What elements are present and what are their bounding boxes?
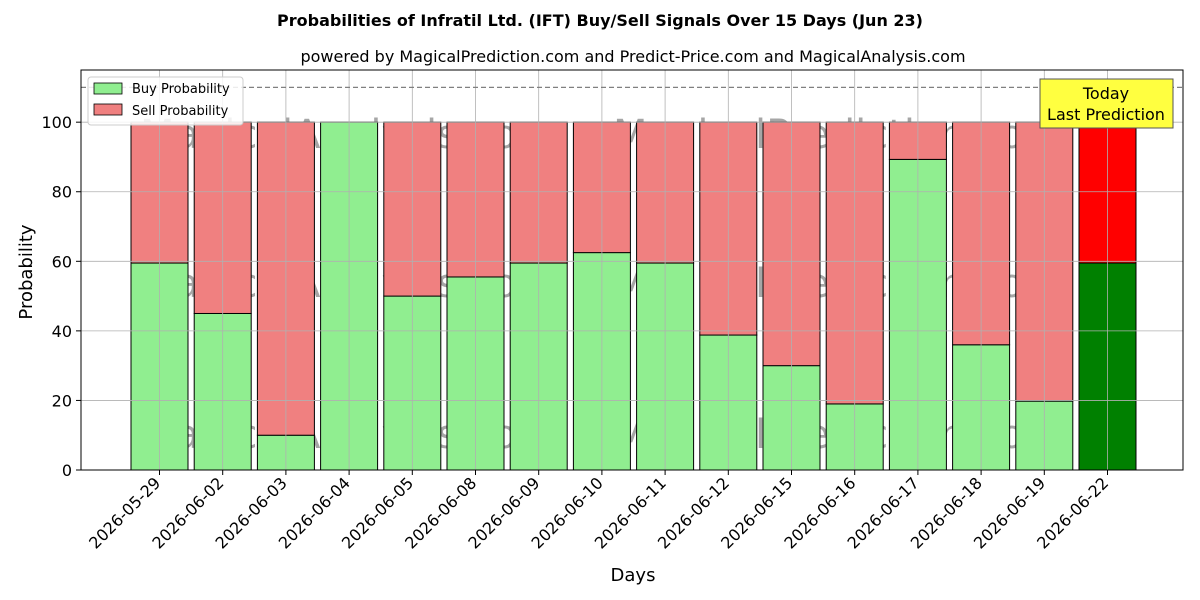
legend-buy-label: Buy Probability: [132, 82, 230, 97]
y-tick-label: 40: [52, 322, 72, 341]
x-axis-label: Days: [611, 565, 656, 586]
annotation-line-1: Today: [1082, 84, 1129, 103]
chart-title: Probabilities of Infratil Ltd. (IFT) Buy…: [277, 11, 923, 30]
y-tick-label: 20: [52, 391, 72, 410]
annotation-line-2: Last Prediction: [1047, 105, 1165, 124]
y-tick-label: 100: [41, 113, 72, 132]
y-tick-label: 60: [52, 252, 72, 271]
today-annotation: Today Last Prediction: [1039, 78, 1174, 129]
legend-sell-swatch: [93, 103, 123, 116]
legend-box: [87, 76, 244, 126]
legend-sell-label: Sell Probability: [132, 104, 229, 119]
y-tick-label: 80: [52, 183, 72, 202]
y-axis: 0 20 40 60 80 100: [41, 113, 81, 480]
chart-subtitle: powered by MagicalPrediction.com and Pre…: [300, 47, 965, 66]
y-axis-label: Probability: [16, 224, 37, 319]
y-tick-label: 0: [62, 461, 72, 480]
legend-buy-swatch: [93, 82, 123, 95]
x-axis: 2026-05-292026-06-022026-06-032026-06-04…: [85, 470, 1112, 553]
annotation-box: [1039, 78, 1174, 129]
plot-frame: [80, 69, 1184, 471]
legend: Buy Probability Sell Probability: [87, 76, 244, 126]
